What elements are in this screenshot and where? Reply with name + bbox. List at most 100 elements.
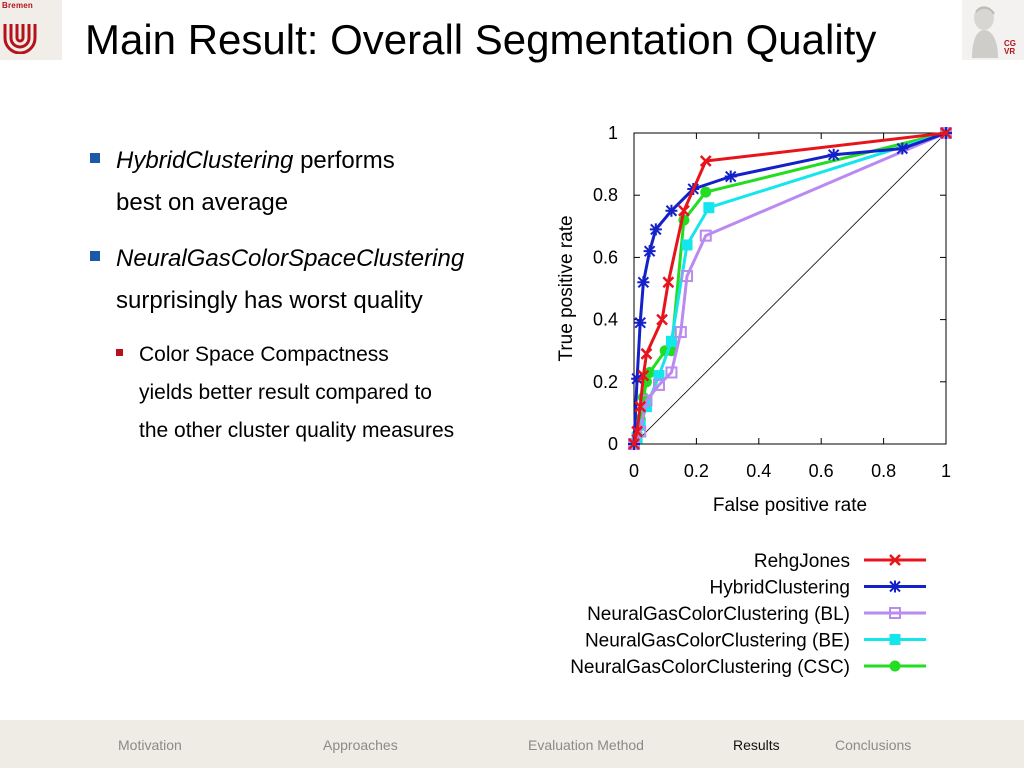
legend-label: NeuralGasColorClustering (BL): [587, 604, 850, 625]
data-point: [656, 313, 668, 326]
legend-entry: NeuralGasColorClustering (CSC): [570, 657, 926, 678]
legend-entry: RehgJones: [754, 551, 926, 572]
y-tick-label: 0.6: [593, 247, 618, 267]
data-point: [628, 438, 640, 450]
marker-shape: [681, 239, 693, 251]
legend-marker: [889, 580, 901, 593]
cgvr-logo: CG VR: [962, 0, 1024, 60]
plot-frame: [633, 132, 947, 445]
bullet-text-line2: best on average: [116, 189, 289, 216]
marker-shape: [940, 127, 952, 139]
legend-label: NeuralGasColorClustering (BE): [585, 631, 850, 652]
legend-marker: [889, 607, 901, 619]
nav-item-motivation[interactable]: Motivation: [118, 737, 182, 753]
marker-shape: [631, 372, 644, 385]
marker-shape: [665, 204, 678, 217]
marker-shape: [640, 347, 653, 360]
data-point: [634, 400, 647, 413]
slide-title: Main Result: Overall Segmentation Qualit…: [85, 16, 877, 63]
series-2: [628, 127, 952, 450]
data-point: [637, 369, 650, 382]
y-tick-label: 0.8: [593, 185, 618, 205]
marker-shape: [665, 335, 677, 347]
y-tick-label: 0.4: [593, 310, 618, 330]
bullet-marker: [90, 153, 100, 163]
x-tick-label: 1: [941, 461, 951, 481]
data-point: [700, 186, 712, 198]
data-point: [827, 148, 840, 161]
marker-shape: [634, 316, 647, 329]
logo-wordmark: Bremen: [2, 1, 33, 10]
legend-marker: [889, 554, 901, 566]
x-tick-label: 0.6: [809, 461, 834, 481]
marker-shape: [889, 634, 901, 645]
x-axis-label: False positive rate: [713, 495, 867, 516]
sub-bullet-marker: [116, 349, 123, 356]
marker-shape: [724, 170, 737, 183]
bullet-emphasis: NeuralGasColorSpaceClustering: [116, 245, 465, 272]
data-point: [631, 425, 644, 438]
marker-shape: [889, 607, 901, 619]
series-line: [632, 131, 947, 445]
data-point: [665, 335, 677, 347]
y-tick-label: 0: [608, 434, 618, 454]
data-point: [665, 204, 678, 217]
bullet-list: HybridClustering performs best on averag…: [90, 140, 540, 450]
y-tick-label: 1: [608, 123, 618, 143]
diagonal-reference-line: [633, 132, 947, 445]
marker-shape: [628, 438, 640, 450]
x-tick-label: 0.4: [746, 461, 771, 481]
nav-item-approaches[interactable]: Approaches: [323, 737, 398, 753]
university-logo: Bremen: [0, 0, 62, 60]
x-tick-label: 0.8: [871, 461, 896, 481]
roc-chart: 0 0.2 0.4 0.6 0.8 1 0 0.2 0.4 0.6 0.8 1 False positi…: [556, 123, 952, 678]
nav-item-evaluation-method[interactable]: Evaluation Method: [528, 737, 644, 753]
bullet-text: performs: [300, 147, 395, 174]
data-point: [703, 202, 715, 214]
legend-entry: NeuralGasColorClustering (BL): [587, 604, 926, 625]
marker-shape: [896, 142, 909, 155]
marker-shape: [889, 580, 901, 593]
data-point: [940, 127, 952, 139]
data-point: [665, 366, 678, 379]
nav-item-results[interactable]: Results: [733, 737, 780, 753]
legend-label: NeuralGasColorClustering (CSC): [570, 657, 850, 678]
marker-shape: [637, 276, 650, 289]
data-point: [681, 239, 693, 251]
legend-entry: NeuralGasColorClustering (BE): [585, 631, 926, 652]
marker-shape: [643, 245, 656, 258]
bullet-item: HybridClustering performs best on averag…: [90, 140, 540, 224]
series-line: [632, 131, 947, 445]
marker-shape: [699, 155, 712, 167]
bullet-item: NeuralGasColorSpaceClustering surprising…: [90, 238, 540, 322]
statue-icon: [972, 6, 998, 58]
data-point: [634, 316, 647, 329]
x-tick-label: 0.2: [684, 461, 709, 481]
marker-shape: [656, 313, 668, 326]
sub-bullet-line: Color Space Compactness: [139, 343, 389, 366]
marker-shape: [652, 378, 665, 391]
sub-bullet-item: Color Space Compactness yields better re…: [116, 336, 540, 450]
marker-shape: [637, 369, 650, 382]
sub-bullet-line: yields better result compared to: [139, 381, 432, 404]
marker-shape: [889, 660, 901, 672]
legend-entry: HybridClustering: [710, 578, 926, 599]
series-0: [628, 127, 952, 450]
marker-shape: [662, 276, 675, 289]
data-point: [678, 204, 690, 217]
crest-icon: [3, 24, 37, 54]
legend-label: RehgJones: [754, 551, 850, 572]
bullet-marker: [90, 251, 100, 261]
data-point: [699, 229, 712, 242]
data-point: [662, 276, 675, 289]
marker-shape: [827, 148, 840, 161]
marker-shape: [700, 186, 712, 198]
logo-cgvr-text: CG VR: [1004, 39, 1016, 56]
legend-label: HybridClustering: [710, 578, 850, 599]
marker-shape: [699, 229, 712, 242]
nav-item-conclusions[interactable]: Conclusions: [835, 737, 912, 753]
data-point: [631, 372, 644, 385]
data-point: [637, 276, 650, 289]
marker-shape: [681, 270, 694, 283]
marker-shape: [649, 223, 662, 236]
